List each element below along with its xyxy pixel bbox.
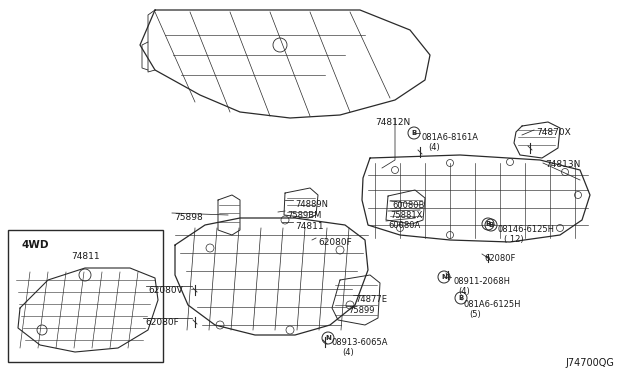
Text: 60080A: 60080A [388,221,420,230]
Text: J74700QG: J74700QG [565,358,614,368]
Text: (5): (5) [469,310,481,319]
Text: (4): (4) [458,287,470,296]
Text: 74812N: 74812N [375,118,410,127]
Text: 081A6-6125H: 081A6-6125H [464,300,522,309]
Text: B: B [488,222,493,228]
Text: N: N [325,335,331,341]
Text: 74870X: 74870X [536,128,571,137]
Text: 62080V: 62080V [148,286,183,295]
Text: 74811: 74811 [71,252,100,261]
Text: 62080F: 62080F [145,318,179,327]
Text: 74811: 74811 [295,222,324,231]
Text: B: B [485,221,491,227]
Text: N: N [441,274,447,280]
Text: ( 12): ( 12) [504,235,524,244]
Text: (4): (4) [428,143,440,152]
Text: 7589BM: 7589BM [287,211,321,220]
Text: 74813N: 74813N [545,160,580,169]
Text: 62080F: 62080F [318,238,352,247]
Text: 08911-2068H: 08911-2068H [453,277,510,286]
Text: 74877E: 74877E [355,295,387,304]
Text: 75899: 75899 [348,306,374,315]
Bar [8,230,163,362]
Text: (4): (4) [342,348,354,357]
Text: B: B [412,130,417,136]
Text: 4WD: 4WD [22,240,49,250]
Text: 62080F: 62080F [484,254,515,263]
Text: 60080B: 60080B [392,201,424,210]
Text: 74889N: 74889N [295,200,328,209]
Text: 08913-6065A: 08913-6065A [332,338,388,347]
Text: B: B [458,295,463,301]
Text: 08146-6125H: 08146-6125H [497,225,554,234]
Text: 081A6-8161A: 081A6-8161A [422,133,479,142]
Text: 75898: 75898 [174,213,203,222]
Text: 75881X: 75881X [390,211,422,220]
